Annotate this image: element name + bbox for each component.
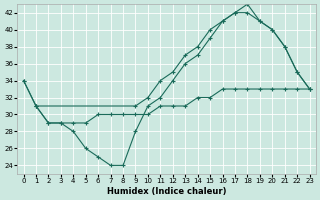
X-axis label: Humidex (Indice chaleur): Humidex (Indice chaleur) bbox=[107, 187, 226, 196]
